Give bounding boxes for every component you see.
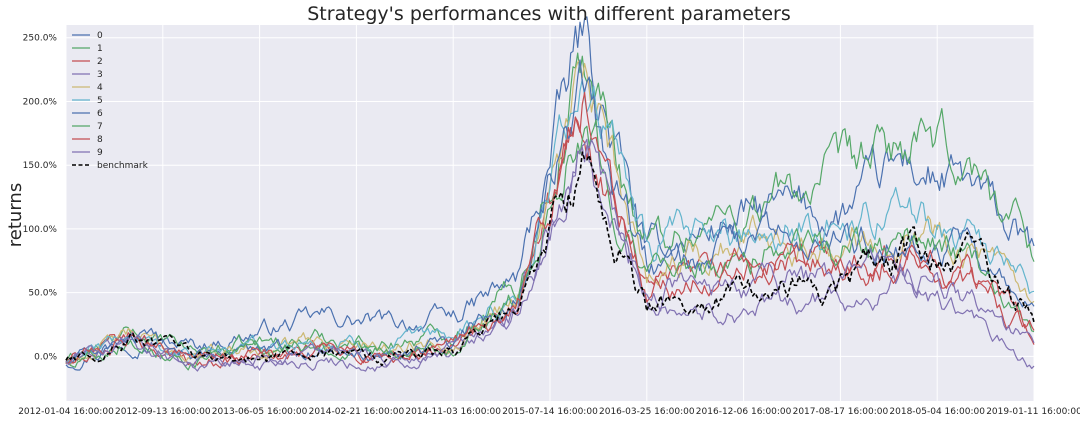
y-tick-label: 100.0% — [23, 225, 58, 235]
y-tick-label: 50.0% — [28, 289, 57, 299]
x-tick-label: 2016-12-06 16:00:00 — [696, 407, 792, 417]
x-tick-label: 2014-11-03 16:00:00 — [405, 407, 501, 417]
y-tick-label: 0.0% — [34, 352, 57, 362]
legend: 0 1 2 3 4 5 6 7 8 9 benchmark — [72, 31, 149, 171]
legend-label: 3 — [97, 70, 103, 80]
x-tick-label: 2016-03-25 16:00:00 — [599, 407, 695, 417]
series-line-8 — [65, 91, 1035, 365]
legend-label: 4 — [97, 83, 103, 93]
x-tick-label: 2015-07-14 16:00:00 — [502, 407, 598, 417]
legend-label: 9 — [97, 148, 103, 158]
x-tick-label: 2019-01-11 16:00:00 — [986, 407, 1080, 417]
series-line-7 — [65, 119, 1035, 371]
y-tick-label: 150.0% — [23, 161, 58, 171]
x-tick-label: 2017-08-17 16:00:00 — [793, 407, 889, 417]
y-tick-label: 200.0% — [23, 97, 58, 107]
legend-label: 6 — [97, 109, 103, 119]
series-line-benchmark — [65, 151, 1035, 367]
series-layer — [65, 16, 1035, 372]
x-tick-label: 2013-06-05 16:00:00 — [212, 407, 308, 417]
series-line-2 — [65, 116, 1035, 369]
x-tick-label: 2012-09-13 16:00:00 — [115, 407, 211, 417]
x-tick-label: 2018-05-04 16:00:00 — [889, 407, 985, 417]
legend-label: 0 — [97, 31, 103, 41]
legend-label: 8 — [97, 135, 103, 145]
x-tick-label: 2012-01-04 16:00:00 — [18, 407, 114, 417]
legend-label: 5 — [97, 96, 103, 106]
legend-label: 1 — [97, 44, 103, 54]
series-line-9 — [65, 139, 1035, 370]
legend-label: 7 — [97, 122, 103, 132]
axes: 0.0% 50.0% 100.0% 150.0% 200.0% 250.0% 2012-01… — [18, 34, 1080, 417]
y-tick-label: 250.0% — [23, 34, 58, 44]
legend-label: 2 — [97, 57, 103, 67]
y-axis-label: returns — [5, 183, 26, 247]
legend-label: benchmark — [97, 161, 149, 171]
chart-title: Strategy's performances with different p… — [307, 3, 790, 25]
x-tick-label: 2014-02-21 16:00:00 — [309, 407, 405, 417]
